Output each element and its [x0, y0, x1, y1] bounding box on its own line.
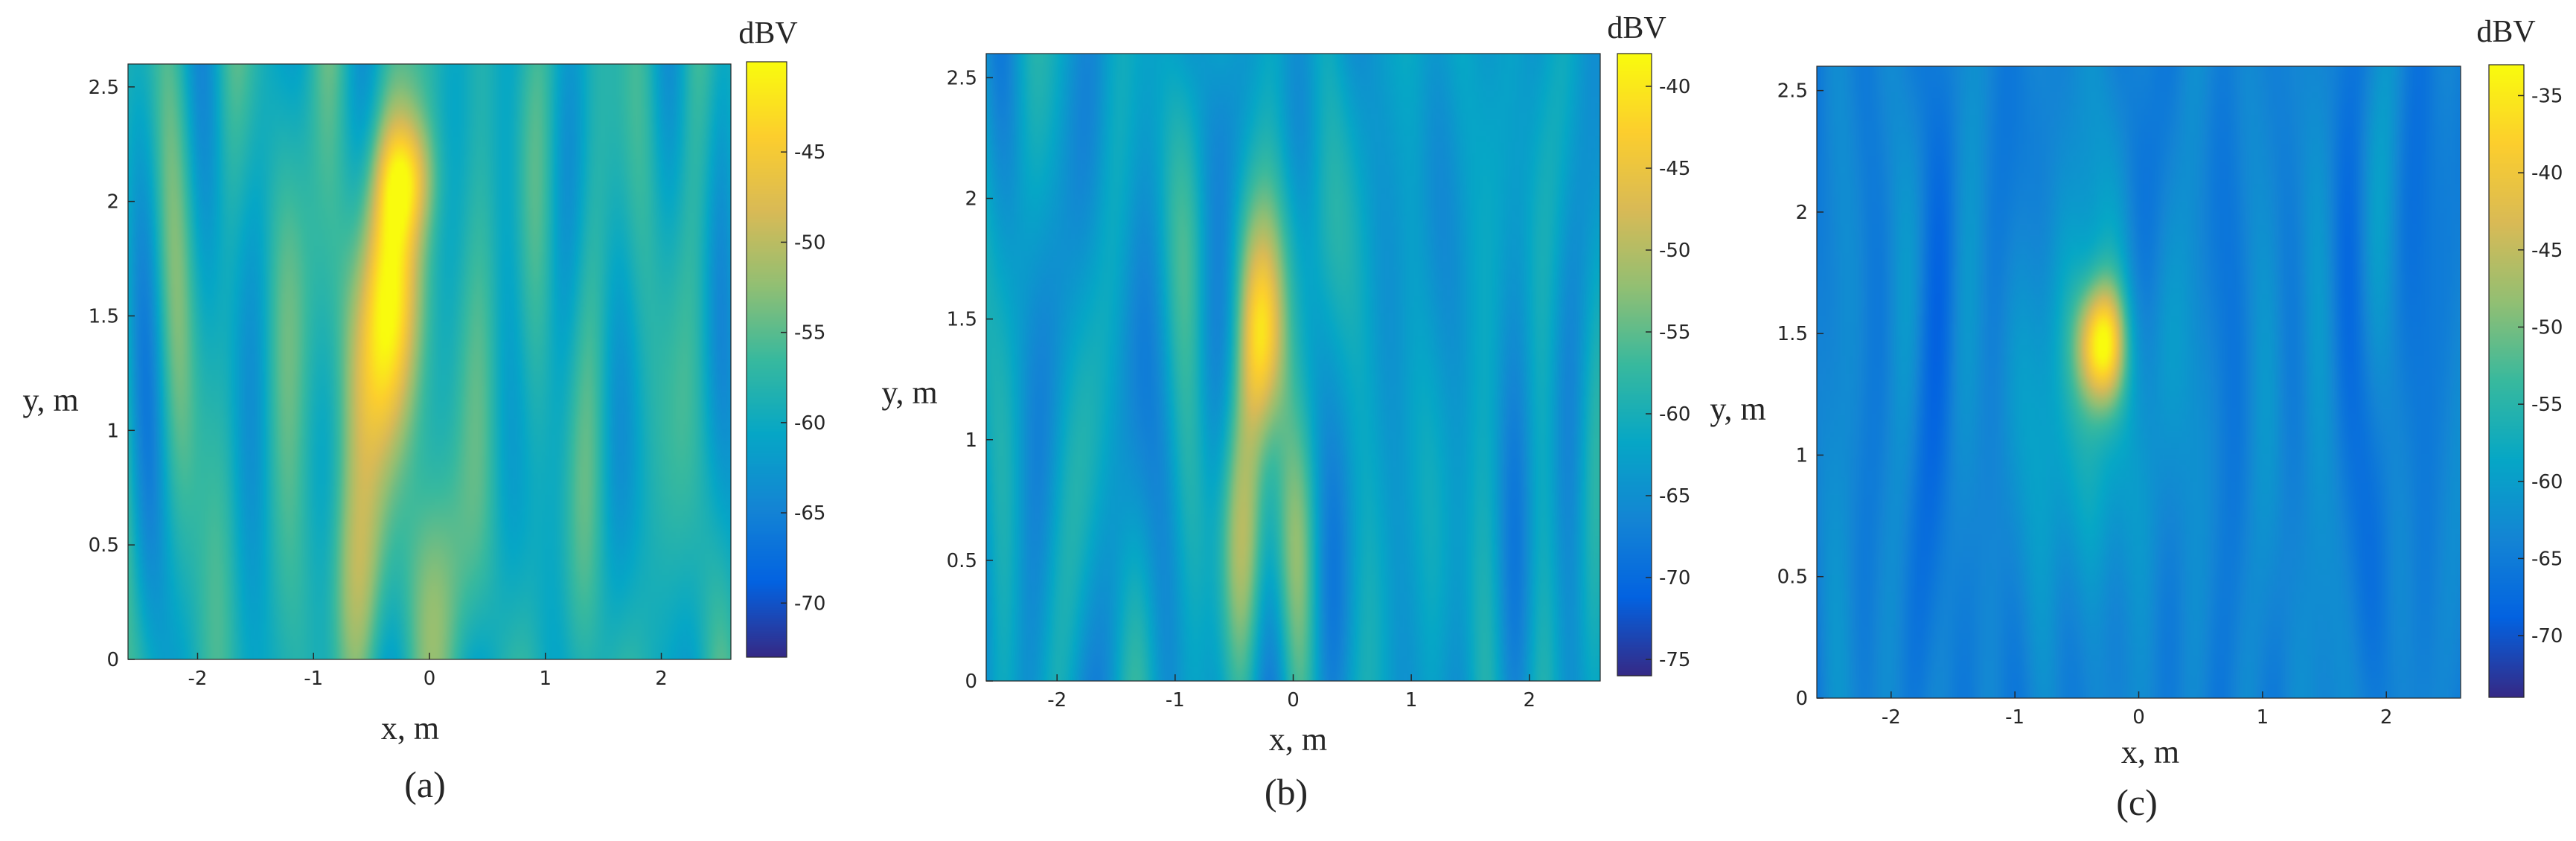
colorbar: -40 -45 -50 -55 -60 -65 -70 -75 dBV	[1607, 11, 1690, 677]
colorbar-tick-label: -55	[794, 322, 825, 345]
colorbar-tick-label: -65	[2531, 548, 2563, 570]
x-tick-label: 1	[539, 668, 552, 690]
x-tick-label: 2	[1524, 689, 1536, 712]
colorbar-tick-label: -45	[794, 141, 825, 164]
colorbar: -35 -40 -45 -50 -55 -60 -65 -70 dBV	[2476, 15, 2563, 698]
colorbar-tick-label: -40	[1659, 76, 1690, 98]
axes-frame	[1816, 65, 2461, 699]
heatmap-image	[128, 64, 731, 659]
y-tick-label: 1.5	[947, 309, 977, 331]
y-tick-label: 1.5	[89, 305, 119, 327]
colorbar-frame	[746, 61, 787, 658]
subplot-label: (b)	[1265, 771, 1308, 813]
subplot-3: -2 -1 0 1 200.511.522.5x, my, m(c)-35-40-45-…	[1710, 15, 2563, 823]
colorbar-tick-label: -70	[1659, 567, 1690, 589]
x-tick-label: 0	[1287, 689, 1300, 712]
subplot-label: (c)	[2116, 781, 2158, 823]
colorbar-tick-label: -40	[2531, 162, 2563, 185]
colorbar-tick-label: -65	[794, 502, 825, 525]
x-tick-label: -1	[1166, 689, 1185, 712]
x-tick-label: 2	[655, 668, 668, 690]
colorbar-tick-label: -60	[794, 412, 825, 435]
colorbar-tick-label: -60	[1659, 403, 1690, 426]
subplot-2: -2 -1 0 1 200.511.522.5x, my, m(b)-40-45-50-…	[881, 11, 1690, 813]
heatmap-image	[1817, 66, 2461, 698]
y-tick-label: 2.5	[89, 77, 119, 99]
y-tick-label: 1	[1795, 444, 1808, 467]
colorbar-unit-label: dBV	[2476, 15, 2535, 49]
colorbar-gradient	[2489, 65, 2524, 697]
x-tick-label: -2	[188, 668, 207, 690]
colorbar-tick-label: -45	[2531, 240, 2563, 262]
colorbar-tick-label: -65	[1659, 485, 1690, 508]
colorbar-gradient	[747, 62, 787, 657]
x-axis-label: x, m	[2121, 734, 2179, 770]
colorbar-tick-label: -45	[1659, 158, 1690, 180]
y-tick-label: 2	[965, 188, 977, 211]
colorbar-gradient	[1617, 54, 1652, 676]
colorbar-frame	[1617, 53, 1652, 677]
colorbar-tick-label: -55	[1659, 322, 1690, 344]
colorbar-frame	[2488, 64, 2525, 698]
y-tick-label: 0	[965, 671, 977, 693]
x-tick-label: -2	[1047, 689, 1067, 712]
subplot-1: -2 -1 0 1 200.511.522.5x, my, m(a)-45-50-55-…	[22, 16, 825, 805]
x-axis-label: x, m	[381, 710, 439, 746]
y-tick-label: 0.5	[1777, 566, 1808, 589]
x-tick-label: 0	[424, 668, 436, 690]
x-tick-label: -1	[2005, 706, 2024, 729]
colorbar-tick-label: -60	[2531, 471, 2563, 493]
x-tick-label: 1	[2257, 706, 2269, 729]
y-tick-label: 2	[106, 191, 119, 214]
y-tick-label: 0.5	[947, 550, 977, 572]
heatmap-image	[986, 54, 1600, 681]
colorbar-unit-label: dBV	[738, 16, 797, 51]
colorbar: -45 -50 -55 -60 -65 -70 dBV	[738, 16, 825, 658]
x-tick-label: -2	[1882, 706, 1901, 729]
y-tick-label: 1	[106, 420, 119, 442]
colorbar-tick-label: -50	[794, 231, 825, 254]
subplot-label: (a)	[404, 764, 446, 805]
colorbar-tick-label: -55	[2531, 394, 2563, 416]
x-tick-label: 1	[1405, 689, 1418, 712]
x-tick-label: -1	[304, 668, 323, 690]
axes-frame	[985, 53, 1601, 682]
y-tick-label: 1	[965, 429, 977, 452]
colorbar-tick-label: -50	[1659, 240, 1690, 262]
axes-frame	[127, 63, 732, 660]
x-axis-label: x, m	[1269, 721, 1327, 758]
y-tick-label: 0	[106, 649, 119, 671]
colorbar-tick-label: -35	[2531, 85, 2563, 107]
y-tick-label: 2.5	[1777, 80, 1808, 103]
x-tick-label: 2	[2380, 706, 2393, 729]
y-tick-label: 1.5	[1777, 323, 1808, 345]
colorbar-tick-label: -70	[794, 592, 825, 615]
colorbar-tick-label: -50	[2531, 316, 2563, 339]
colorbar-tick-label: -75	[1659, 649, 1690, 671]
y-tick-label: 0.5	[89, 534, 119, 557]
colorbar-tick-label: -70	[2531, 625, 2563, 647]
y-tick-label: 0	[1795, 688, 1808, 710]
y-axis-label: y, m	[881, 374, 937, 411]
y-axis-label: y, m	[1710, 391, 1765, 427]
y-tick-label: 2	[1795, 202, 1808, 224]
x-tick-label: 0	[2132, 706, 2145, 729]
colorbar-unit-label: dBV	[1607, 11, 1666, 45]
y-tick-label: 2.5	[947, 67, 977, 89]
y-axis-label: y, m	[22, 382, 78, 418]
